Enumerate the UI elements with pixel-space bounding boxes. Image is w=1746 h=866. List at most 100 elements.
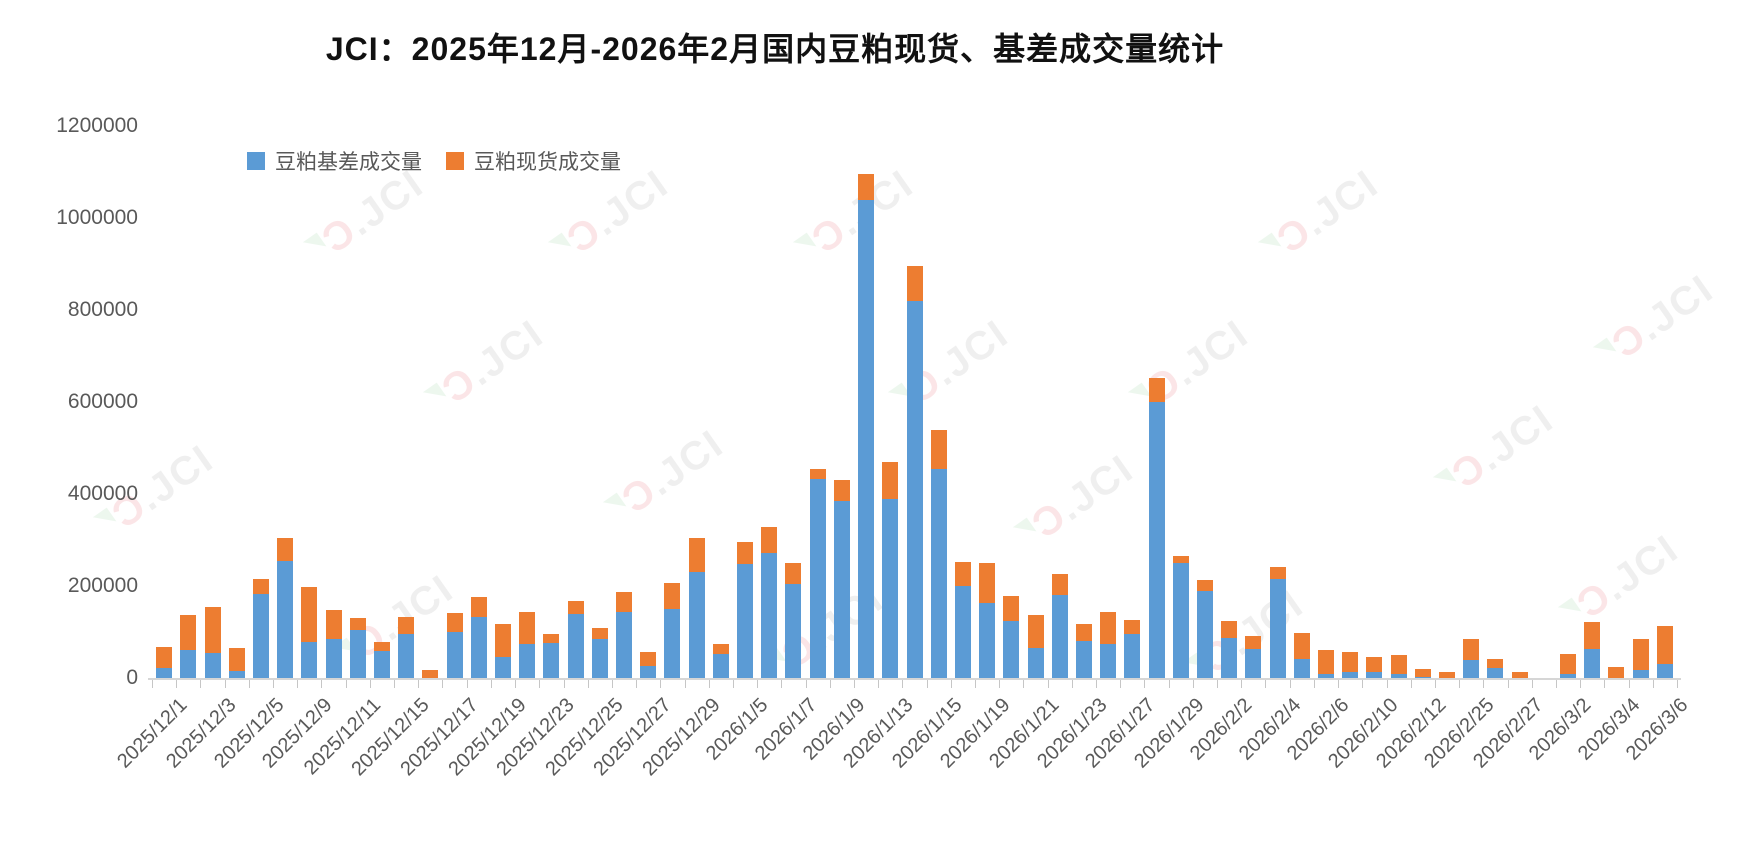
bar-spot-2026/2/3 — [1245, 636, 1262, 650]
legend-swatch-spot — [446, 152, 464, 170]
bar-basis-2026/3/2 — [1560, 674, 1577, 678]
x-tick-mark — [587, 680, 589, 688]
bar-spot-2025/12/1 — [156, 647, 173, 668]
x-tick-mark — [1507, 680, 1509, 688]
bar-basis-2026/1/27 — [1124, 633, 1141, 678]
bar-spot-2025/12/10 — [325, 609, 342, 639]
x-axis-line — [148, 678, 1681, 680]
bar-basis-2025/12/10 — [325, 638, 342, 678]
bar-spot-2025/12/17 — [446, 613, 463, 632]
bar-basis-2025/12/15 — [398, 633, 415, 678]
bar-spot-2025/12/9 — [301, 586, 318, 643]
x-tick-mark — [926, 680, 928, 688]
bar-spot-2026/1/27 — [1124, 620, 1141, 634]
bar-spot-2026/2/26 — [1487, 659, 1504, 669]
x-tick-mark — [902, 680, 904, 688]
bar-basis-2026/1/7 — [785, 583, 802, 678]
y-tick-label: 1200000 — [56, 114, 138, 137]
x-tick-mark — [563, 680, 565, 688]
x-tick-mark — [708, 680, 710, 688]
x-tick-mark — [1483, 680, 1485, 688]
x-tick-mark — [1531, 680, 1533, 688]
x-tick-mark — [1144, 680, 1146, 688]
bar-spot-2025/12/26 — [616, 592, 633, 613]
x-tick-mark — [152, 680, 153, 688]
bar-spot-2026/2/27 — [1511, 671, 1528, 678]
x-tick-mark — [1386, 680, 1388, 688]
bar-spot-2026/2/9 — [1342, 652, 1359, 673]
bar-basis-2026/1/30 — [1196, 590, 1213, 678]
x-tick-mark — [853, 680, 855, 688]
x-tick-mark — [418, 680, 420, 688]
bar-basis-2025/12/4 — [228, 671, 245, 678]
bars-layer — [152, 126, 1677, 678]
bar-spot-2026/2/2 — [1221, 620, 1238, 638]
bar-spot-2025/12/5 — [252, 579, 269, 594]
x-tick-mark — [732, 680, 734, 688]
bar-basis-2026/2/3 — [1245, 649, 1262, 678]
bar-spot-2025/12/11 — [349, 618, 366, 631]
bar-basis-2026/2/26 — [1487, 668, 1504, 678]
x-tick-mark — [515, 680, 517, 688]
x-tick-mark — [684, 680, 686, 688]
bar-spot-2026/2/4 — [1269, 567, 1286, 580]
bar-basis-2025/12/2 — [180, 649, 197, 678]
bar-spot-2026/1/8 — [809, 468, 826, 479]
bar-basis-2026/2/5 — [1293, 659, 1310, 678]
x-tick-mark — [660, 680, 662, 688]
bar-basis-2025/12/26 — [616, 612, 633, 678]
bar-spot-2025/12/24 — [567, 601, 584, 615]
bar-basis-2025/12/11 — [349, 630, 366, 678]
bar-basis-2026/1/23 — [1075, 640, 1092, 678]
x-tick-mark — [1313, 680, 1315, 688]
bar-spot-2026/1/22 — [1051, 574, 1068, 596]
bar-spot-2025/12/27 — [640, 652, 657, 666]
bar-basis-2026/2/11 — [1390, 674, 1407, 678]
bar-spot-2025/12/3 — [204, 607, 221, 654]
bar-spot-2026/1/28 — [1148, 378, 1165, 402]
x-tick-mark — [273, 680, 275, 688]
legend-label-basis: 豆粕基差成交量 — [275, 151, 422, 174]
bar-spot-2026/3/2 — [1560, 653, 1577, 675]
bar-spot-2026/1/19 — [979, 562, 996, 604]
bar-spot-2026/2/24 — [1439, 672, 1456, 678]
x-tick-mark — [1434, 680, 1436, 688]
bar-basis-2025/12/8 — [277, 561, 294, 678]
x-tick-mark — [1120, 680, 1122, 688]
x-tick-mark — [1652, 680, 1654, 688]
bar-spot-2025/12/2 — [180, 615, 197, 650]
x-tick-mark — [805, 680, 807, 688]
y-tick-label: 200000 — [67, 574, 138, 597]
bar-spot-2026/2/10 — [1366, 657, 1383, 672]
plot-area — [152, 126, 1677, 678]
bar-spot-2026/3/5 — [1632, 638, 1649, 671]
bar-spot-2026/1/20 — [1003, 595, 1020, 621]
x-tick-mark — [1096, 680, 1098, 688]
bar-basis-2026/3/5 — [1632, 670, 1649, 678]
x-tick-mark — [1289, 680, 1291, 688]
bar-basis-2026/1/16 — [954, 586, 971, 678]
x-tick-mark — [297, 680, 299, 688]
bar-basis-2026/1/9 — [833, 500, 850, 678]
bar-basis-2026/1/14 — [906, 300, 923, 678]
bar-basis-2025/12/23 — [543, 643, 560, 678]
y-tick-label: 0 — [126, 666, 138, 689]
bar-spot-2026/1/21 — [1027, 614, 1044, 649]
x-tick-mark — [1338, 680, 1340, 688]
x-tick-mark — [1168, 680, 1170, 688]
bar-basis-2026/2/6 — [1318, 673, 1334, 678]
x-tick-mark — [1580, 680, 1582, 688]
bar-basis-2025/12/5 — [252, 593, 269, 678]
x-tick-mark — [369, 680, 371, 688]
x-tick-mark — [1265, 680, 1267, 688]
bar-basis-2026/1/21 — [1027, 648, 1044, 678]
x-tick-mark — [176, 680, 178, 688]
x-tick-mark — [1192, 680, 1194, 688]
bar-spot-2026/1/29 — [1172, 556, 1189, 564]
bar-spot-2026/2/6 — [1318, 649, 1334, 674]
x-tick-mark — [321, 680, 323, 688]
bar-spot-2026/1/13 — [882, 461, 899, 499]
bar-basis-2026/2/25 — [1463, 660, 1480, 678]
bar-basis-2026/1/5 — [737, 563, 754, 678]
x-tick-mark — [950, 680, 952, 688]
